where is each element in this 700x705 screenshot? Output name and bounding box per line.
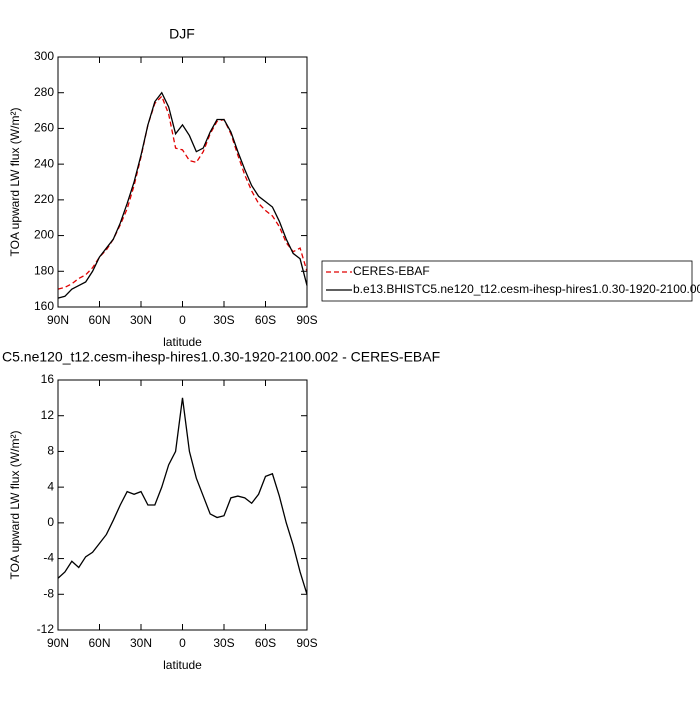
x-axis-label: latitude (163, 658, 202, 672)
x-tick-label: 60S (255, 313, 276, 327)
y-tick-label: 260 (34, 121, 54, 135)
legend-label: CERES-EBAF (353, 264, 430, 278)
x-tick-label: 90N (47, 636, 69, 650)
y-tick-label: -12 (37, 622, 55, 636)
y-tick-label: 200 (34, 228, 54, 242)
x-tick-label: 90N (47, 313, 69, 327)
legend-label: b.e13.BHISTC5.ne120_t12.cesm-ihesp-hires… (353, 282, 700, 296)
y-tick-label: -8 (43, 586, 54, 600)
y-axis-label: TOA upward LW flux (W/m²) (8, 431, 22, 580)
y-tick-label: 12 (41, 408, 55, 422)
y-tick-label: 220 (34, 192, 54, 206)
y-tick-label: 300 (34, 49, 54, 63)
x-tick-label: 90S (296, 313, 317, 327)
y-tick-label: 180 (34, 263, 54, 277)
chart-title: DJF (169, 26, 195, 42)
data-line (57, 95, 308, 290)
y-axis-label: TOA upward LW flux (W/m²) (8, 108, 22, 257)
x-tick-label: 60N (88, 313, 110, 327)
x-tick-label: 60S (255, 636, 276, 650)
x-tick-label: 30N (130, 636, 152, 650)
y-tick-label: 16 (41, 372, 55, 386)
y-tick-label: 240 (34, 156, 54, 170)
legend-box (321, 260, 693, 302)
y-tick-label: 160 (34, 299, 54, 313)
y-tick-label: 4 (47, 479, 54, 493)
x-tick-label: 30S (213, 636, 234, 650)
y-tick-label: 8 (47, 444, 54, 458)
x-tick-label: 60N (88, 636, 110, 650)
x-tick-label: 0 (179, 313, 186, 327)
plot-frame (57, 379, 308, 631)
data-line (57, 397, 308, 595)
y-tick-label: -4 (43, 551, 54, 565)
x-tick-label: 30N (130, 313, 152, 327)
y-tick-label: 0 (47, 515, 54, 529)
y-tick-label: 280 (34, 85, 54, 99)
x-tick-label: 0 (179, 636, 186, 650)
data-line (57, 91, 308, 299)
x-tick-label: 30S (213, 313, 234, 327)
x-tick-label: 90S (296, 636, 317, 650)
x-axis-label: latitude (163, 335, 202, 349)
chart-title: C5.ne120_t12.cesm-ihesp-hires1.0.30-1920… (2, 349, 440, 365)
plot-frame (57, 56, 308, 308)
